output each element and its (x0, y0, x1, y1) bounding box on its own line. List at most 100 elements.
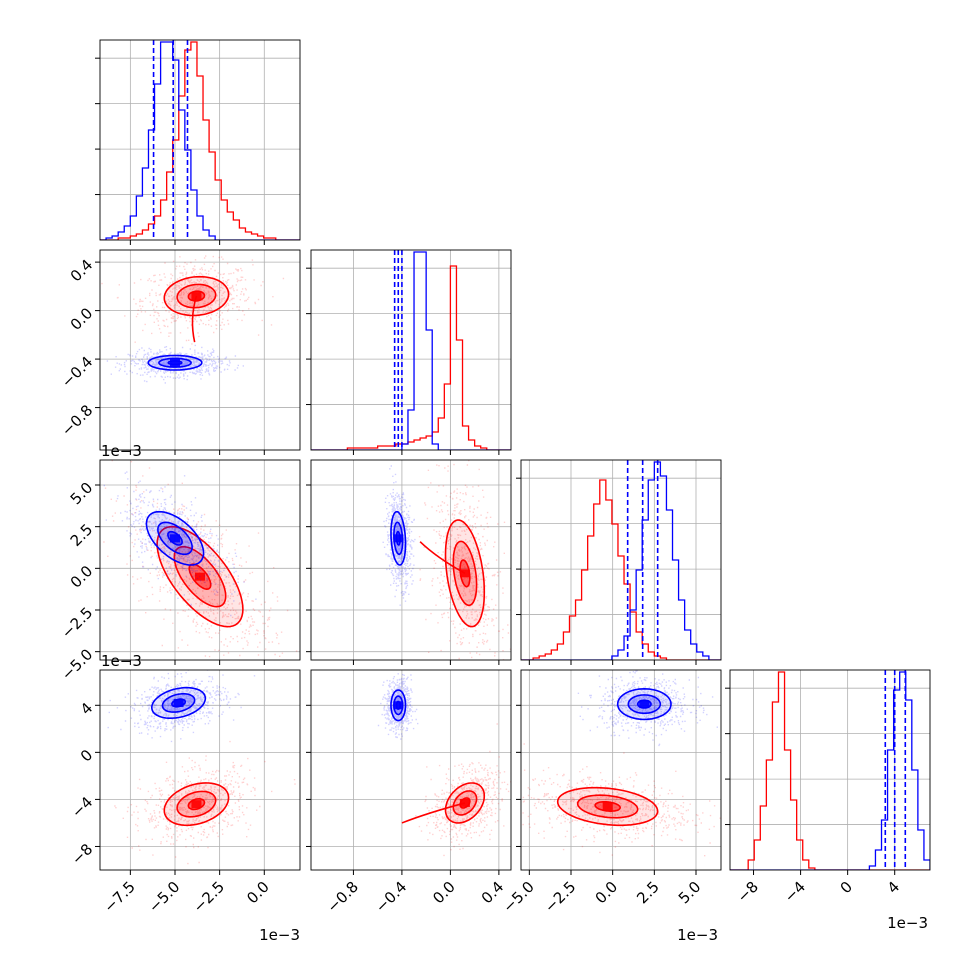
x-tick-label: −4 (781, 878, 809, 906)
contour-red (444, 519, 486, 628)
panel-frame (310, 249, 512, 451)
scatter-blue (382, 465, 416, 606)
histograms (100, 40, 300, 240)
hist-red (100, 41, 300, 240)
scatter-layer (101, 255, 285, 384)
y-tick-label: −2.5 (58, 604, 96, 642)
y-tick-label: −4 (68, 793, 96, 821)
panel-frame (310, 459, 512, 661)
marginal-panel-1 (306, 249, 512, 455)
hist-blue (100, 41, 300, 240)
pair-panel-1-2 (306, 459, 512, 665)
x-tick-label: 2.5 (633, 878, 663, 908)
contour-red (173, 545, 227, 608)
y-tick-label: −0.4 (58, 353, 96, 391)
panel-frame (99, 459, 301, 661)
contour-red (556, 786, 659, 827)
scatter-red (418, 460, 511, 660)
contour-tail-red (191, 295, 198, 343)
pair-panel-0-1 (95, 249, 301, 455)
offset-label-p0-x: 1e−3 (259, 926, 300, 944)
panel-frame (310, 669, 512, 871)
contour-red (452, 790, 478, 816)
offset-label-p1-y: 1e−3 (101, 442, 142, 460)
contour-blue (627, 694, 662, 715)
x-tick-label: −2.5 (541, 878, 579, 916)
panel-frame (99, 39, 301, 241)
hist-blue (730, 671, 930, 870)
hist-blue (311, 251, 511, 450)
contour-blue (390, 510, 407, 566)
offset-label-p2-y: 1e−3 (101, 652, 142, 670)
y-tick-label: −5.0 (58, 645, 96, 683)
x-tick-label: 5.0 (675, 878, 705, 908)
y-tick-label: 0.0 (67, 562, 97, 592)
contour-tail-red (401, 802, 466, 824)
panel-frame (520, 459, 722, 661)
histograms (521, 460, 721, 660)
pair-panel-0-2 (95, 459, 301, 665)
x-tick-label: −0.4 (372, 878, 410, 916)
x-tick-label: 0 (837, 878, 856, 897)
contour-tail-red (419, 541, 466, 575)
scatter-layer (377, 673, 511, 857)
panel-frame (520, 669, 722, 871)
x-tick-label: −5.0 (145, 878, 183, 916)
marginal-panel-2 (516, 459, 722, 665)
y-tick-label: 5.0 (67, 479, 97, 509)
histograms (311, 250, 511, 450)
scatter-layer (522, 670, 721, 857)
contour-blue (150, 686, 207, 719)
density-peak-blue (170, 534, 180, 543)
density-peak-blue (393, 534, 404, 543)
contour-red (452, 540, 478, 607)
x-tick-label: −8 (734, 878, 762, 906)
marginal-panel-0 (95, 39, 301, 245)
contour-blue (145, 510, 205, 566)
y-tick-label: 2.5 (67, 520, 97, 550)
pair-panel-0-3 (95, 669, 301, 875)
panel-frame (729, 669, 931, 871)
density-peak-red (602, 802, 613, 811)
pair-panel-1-3 (306, 669, 512, 875)
contour-red (163, 782, 230, 827)
panel-frame (99, 669, 301, 871)
contour-blue (390, 689, 407, 722)
panel-frame (99, 249, 301, 451)
density-peak-blue (170, 358, 180, 367)
y-tick-label: −8 (68, 840, 96, 868)
y-tick-label: 0.4 (67, 256, 97, 286)
scatter-red (522, 743, 721, 857)
density-peak-red (195, 572, 205, 581)
scatter-blue (103, 471, 257, 617)
density-peak-red (191, 800, 202, 809)
y-tick-label: 0 (77, 746, 96, 765)
contour-red (176, 790, 217, 818)
contour-red (576, 794, 639, 819)
marginal-panel-3 (725, 669, 931, 875)
density-peak-blue (173, 698, 184, 707)
hist-blue (521, 461, 721, 660)
x-tick-label: −0.8 (323, 878, 361, 916)
scatter-layer (382, 460, 511, 660)
pair-panel-2-3 (516, 669, 722, 875)
scatter-layer (107, 670, 296, 865)
x-tick-label: −5.0 (499, 878, 537, 916)
contour-blue (157, 521, 193, 556)
contour-red (444, 782, 486, 824)
x-tick-label: −7.5 (100, 878, 138, 916)
contour-red (156, 525, 244, 628)
contour-red (594, 801, 622, 812)
offset-label-p2-x: 1e−3 (677, 926, 718, 944)
contour-red (176, 283, 217, 309)
x-tick-label: 4 (884, 878, 903, 897)
contour-red (459, 559, 471, 588)
hist-red (311, 265, 511, 450)
contour-red (188, 563, 212, 591)
x-tick-label: 0.0 (592, 878, 622, 908)
x-tick-label: −2.5 (190, 878, 228, 916)
density-peak-blue (639, 700, 650, 709)
histograms (730, 670, 930, 870)
x-tick-label: 0.0 (429, 878, 459, 908)
